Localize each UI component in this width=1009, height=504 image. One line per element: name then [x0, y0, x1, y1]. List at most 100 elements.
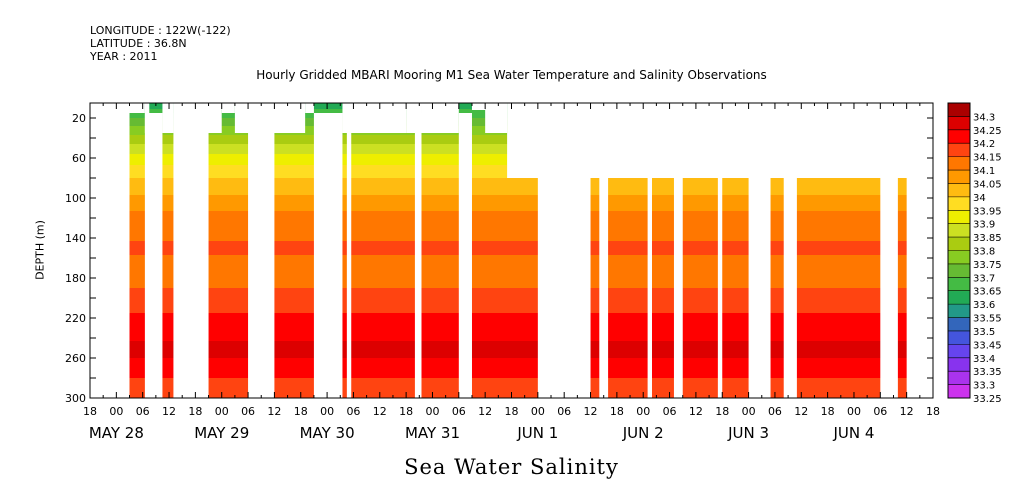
salinity-band	[129, 274, 933, 276]
salinity-band	[129, 253, 933, 255]
salinity-band	[129, 211, 933, 213]
salinity-band	[129, 233, 933, 235]
salinity-band	[129, 292, 933, 294]
salinity-band	[129, 237, 933, 239]
x-hour-label: 00	[320, 405, 334, 418]
y-tick-label: 260	[65, 352, 86, 365]
colorbar-label: 33.3	[973, 381, 995, 392]
salinity-band	[129, 222, 933, 224]
salinity-band	[129, 236, 933, 238]
colorbar-label: 33.9	[973, 220, 995, 231]
chart-title: Hourly Gridded MBARI Mooring M1 Sea Wate…	[256, 68, 767, 82]
colorbar-swatch	[948, 237, 970, 251]
x-hour-label: 12	[373, 405, 387, 418]
salinity-band	[129, 303, 933, 305]
x-hour-label: 00	[425, 405, 439, 418]
x-hour-label: 12	[689, 405, 703, 418]
salinity-band	[129, 385, 933, 387]
x-hour-label: 18	[715, 405, 729, 418]
salinity-band	[129, 374, 933, 376]
y-axis: 20 60 100 140 180 220 260 300	[65, 112, 933, 405]
colorbar-swatch	[948, 156, 970, 171]
x-date-label: MAY 31	[405, 424, 460, 442]
missing-data-gaps	[129, 103, 933, 398]
salinity-band	[129, 395, 933, 397]
salinity-band	[129, 254, 933, 256]
missing-data-shallow	[234, 103, 306, 133]
salinity-band	[129, 241, 933, 243]
salinity-band	[129, 290, 933, 292]
y-tick-label: 60	[72, 152, 86, 165]
salinity-band	[129, 257, 933, 259]
salinity-band	[129, 338, 933, 340]
salinity-band	[129, 349, 933, 351]
colorbar-label: 34.2	[973, 139, 995, 150]
x-hour-label: 06	[873, 405, 887, 418]
salinity-band	[129, 345, 933, 347]
x-axis-title: Sea Water Salinity	[404, 455, 619, 479]
missing-data-column	[647, 113, 652, 398]
salinity-band	[129, 320, 933, 322]
missing-data-shallow	[221, 103, 235, 113]
missing-data-column	[783, 113, 797, 398]
salinity-band	[129, 238, 933, 240]
salinity-band	[129, 190, 933, 192]
colorbar-swatch	[948, 143, 970, 158]
salinity-band	[129, 378, 933, 380]
salinity-band	[129, 223, 933, 225]
salinity-band	[129, 344, 933, 346]
salinity-band	[129, 232, 933, 234]
salinity-band	[129, 278, 933, 280]
salinity-band	[129, 355, 933, 357]
salinity-band	[129, 239, 933, 241]
x-hour-label: 18	[505, 405, 519, 418]
salinity-band	[129, 199, 933, 201]
y-tick-label: 20	[72, 112, 86, 125]
salinity-band	[129, 229, 933, 231]
salinity-band	[129, 266, 933, 268]
salinity-band	[129, 196, 933, 198]
x-hour-label: 00	[742, 405, 756, 418]
salinity-band	[129, 340, 933, 342]
salinity-band	[129, 259, 933, 261]
salinity-band	[129, 195, 933, 197]
salinity-band	[129, 206, 933, 208]
colorbar-label: 33.8	[973, 247, 995, 258]
missing-data-shallow	[421, 103, 459, 133]
colorbar-swatch	[948, 290, 970, 305]
x-date-label: MAY 28	[89, 424, 144, 442]
missing-data-shallow	[485, 103, 508, 133]
salinity-band	[129, 213, 933, 215]
x-hour-label: 12	[794, 405, 808, 418]
salinity-band	[129, 341, 933, 343]
salinity-band	[129, 181, 933, 183]
salinity-band	[129, 328, 933, 330]
salinity-band	[129, 394, 933, 396]
salinity-band	[129, 352, 933, 354]
colorbar-label: 34.15	[973, 153, 1002, 164]
salinity-band	[129, 363, 933, 365]
missing-data-column	[717, 113, 723, 398]
salinity-band	[129, 186, 933, 188]
colorbar-swatch	[948, 357, 970, 372]
colorbar-label: 33.65	[973, 287, 1002, 298]
salinity-band	[129, 204, 933, 206]
salinity-band	[129, 306, 933, 308]
salinity-band	[129, 184, 933, 186]
x-hour-label: 12	[267, 405, 281, 418]
salinity-band	[129, 258, 933, 260]
salinity-band	[129, 337, 933, 339]
x-hour-label: 00	[215, 405, 229, 418]
salinity-band	[129, 291, 933, 293]
salinity-band	[129, 275, 933, 277]
salinity-band	[129, 362, 933, 364]
x-hour-label: 00	[531, 405, 545, 418]
longitude-label: LONGITUDE : 122W(-122)	[90, 24, 231, 37]
missing-data-shallow	[305, 103, 314, 113]
colorbar-swatch	[948, 196, 970, 211]
salinity-band	[129, 353, 933, 355]
salinity-band	[129, 264, 933, 266]
missing-data-column	[748, 113, 771, 398]
salinity-band	[129, 248, 933, 250]
